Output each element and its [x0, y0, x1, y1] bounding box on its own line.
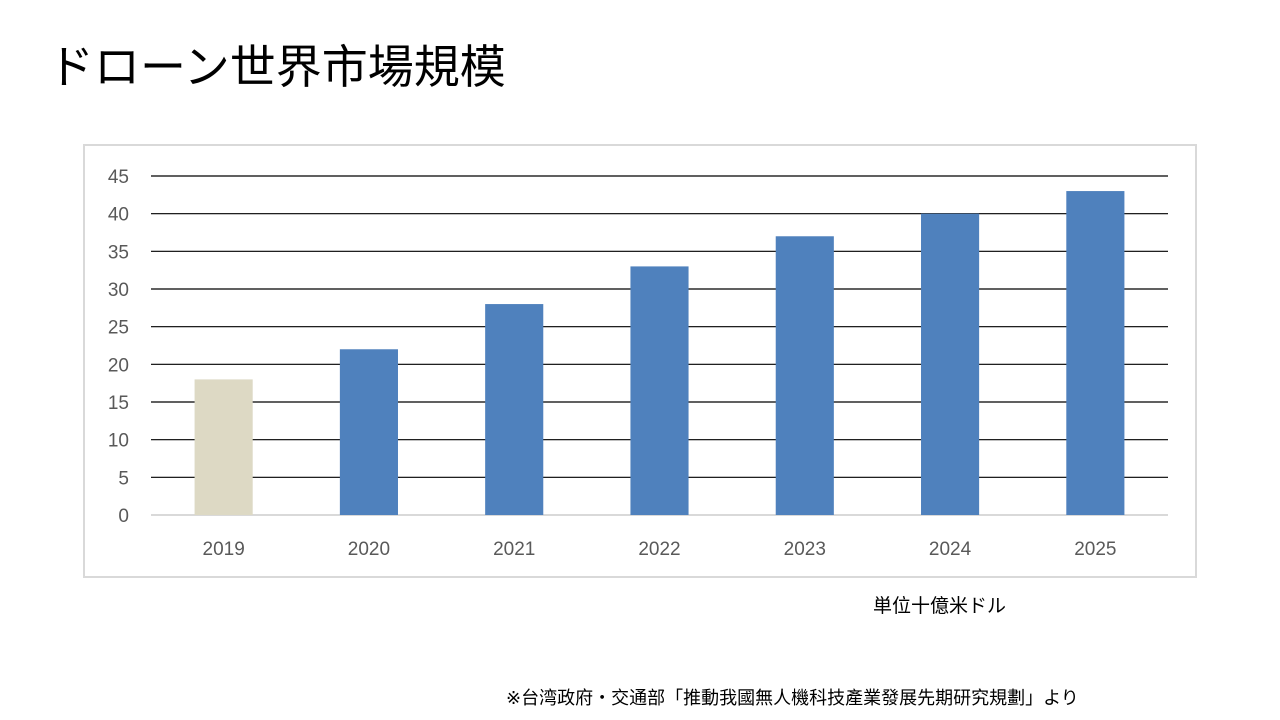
- bar-2025: [1066, 191, 1125, 516]
- bar-2021: [485, 304, 544, 515]
- bar-2022: [630, 266, 689, 515]
- x-tick-label: 2022: [638, 539, 680, 560]
- y-tick-label: 10: [108, 431, 129, 452]
- slide-title: ドローン世界市場規模: [48, 40, 506, 94]
- x-tick-label: 2019: [203, 539, 245, 560]
- unit-note: 単位十億米ドル: [873, 595, 1007, 617]
- x-tick-label: 2024: [929, 539, 972, 560]
- y-tick-label: 0: [118, 506, 129, 527]
- y-tick-label: 30: [108, 280, 129, 301]
- x-tick-label: 2023: [784, 539, 826, 560]
- y-tick-label: 5: [118, 468, 129, 489]
- x-axis-ticks: 2019 2020 2021 2022 2023 2024 2025: [203, 539, 1117, 560]
- x-tick-label: 2021: [493, 539, 535, 560]
- source-note: ※台湾政府・交通部「推動我國無人機科技產業發展先期研究規劃」より: [506, 688, 1079, 709]
- y-axis-ticks: 0 5 10 15 20 25 30 35 40 45: [108, 167, 129, 527]
- y-tick-label: 40: [108, 205, 129, 226]
- bar-2023: [775, 236, 834, 515]
- bar-2019: [194, 379, 253, 515]
- y-tick-label: 25: [108, 318, 129, 339]
- bar-2020: [339, 349, 398, 515]
- bars: [194, 191, 1125, 516]
- chart-frame: 0 5 10 15 20 25 30 35 40 45 2019 2020 2021 2022 2023 2…: [83, 144, 1197, 578]
- y-tick-label: 15: [108, 393, 129, 414]
- bar-2024: [921, 213, 980, 515]
- y-tick-label: 45: [108, 167, 129, 188]
- y-tick-label: 35: [108, 242, 129, 263]
- y-tick-label: 20: [108, 355, 129, 376]
- x-tick-label: 2025: [1074, 539, 1116, 560]
- x-tick-label: 2020: [348, 539, 390, 560]
